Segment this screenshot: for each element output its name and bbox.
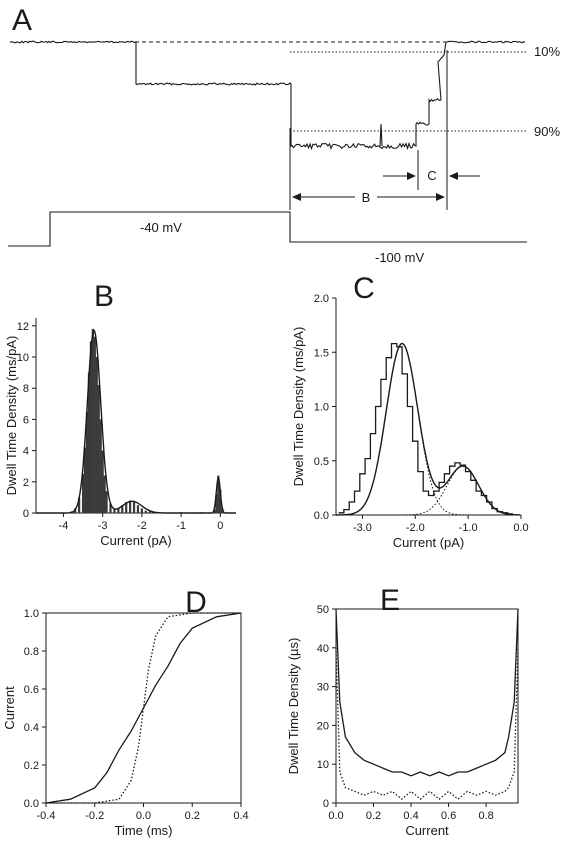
x-axis-label-c: Current (pA) xyxy=(393,535,465,550)
label-10-percent: 10% xyxy=(534,44,560,59)
component-curve-c xyxy=(336,343,520,516)
x-tick-label-b: -3 xyxy=(98,520,108,532)
y-tick-label-d: 0.0 xyxy=(24,798,39,810)
label-b: B xyxy=(362,190,371,205)
current-trace xyxy=(9,40,526,151)
plot-frame-e xyxy=(335,608,519,804)
y-tick-label-e: 40 xyxy=(317,643,329,655)
y-tick-label-c: 0.5 xyxy=(314,456,329,468)
x-tick-label-b: -1 xyxy=(176,520,186,532)
y-tick-label-b: 0 xyxy=(23,508,29,520)
label-b-bg xyxy=(355,189,377,205)
current-spike xyxy=(379,123,383,147)
x-tick-label-b: -4 xyxy=(59,520,69,532)
y-tick-label-c: 0.0 xyxy=(314,510,329,522)
y-tick-label-d: 1.0 xyxy=(24,608,39,620)
x-tick-label-e: 0.8 xyxy=(478,810,493,822)
label-voltage-step: -100 mV xyxy=(375,250,424,265)
voltage-protocol-line xyxy=(8,211,527,247)
x-tick-label-e: 0.4 xyxy=(403,810,418,822)
y-tick-label-b: 2 xyxy=(23,477,29,489)
x-tick-label-b: 0 xyxy=(217,520,223,532)
label-c: C xyxy=(427,168,436,183)
x-tick-label-c: -3.0 xyxy=(353,522,372,534)
y-tick-label-c: 1.0 xyxy=(314,402,329,414)
y-tick-label-b: 12 xyxy=(17,321,29,333)
y-tick-label-c: 2.0 xyxy=(314,293,329,305)
label-voltage-hold: -40 mV xyxy=(140,220,182,235)
x-tick-label-c: -2.0 xyxy=(406,522,425,534)
series-dotted-e xyxy=(335,647,519,800)
y-tick-label-d: 0.2 xyxy=(24,760,39,772)
x-axis-label-d: Time (ms) xyxy=(114,823,172,838)
y-tick-label-e: 30 xyxy=(317,682,329,694)
y-tick-label-e: 0 xyxy=(323,798,329,810)
x-tick-label-e: 0.0 xyxy=(328,810,343,822)
x-tick-label-d: 0.4 xyxy=(233,810,248,822)
y-tick-label-e: 20 xyxy=(317,720,329,732)
x-tick-label-e: 0.6 xyxy=(441,810,456,822)
y-tick-label-d: 0.8 xyxy=(24,646,39,658)
x-tick-label-d: 0.0 xyxy=(136,810,151,822)
panel-letter-b: B xyxy=(94,280,114,313)
y-tick-label-e: 10 xyxy=(317,759,329,771)
y-tick-label-d: 0.6 xyxy=(24,684,39,696)
x-tick-label-c: -1.0 xyxy=(459,522,478,534)
series-solid-e xyxy=(335,608,519,777)
panel-letter-e: E xyxy=(380,584,400,617)
panel-letter-d: D xyxy=(185,586,207,619)
label-90-percent: 90% xyxy=(534,124,560,139)
y-axis-label-b: Dwell Time Density (ms/pA) xyxy=(4,336,19,496)
x-tick-label-e: 0.2 xyxy=(366,810,381,822)
y-tick-label-c: 1.5 xyxy=(314,347,329,359)
y-axis-label-c: Dwell Time Density (ms/pA) xyxy=(291,327,306,487)
x-tick-label-b: -2 xyxy=(137,520,147,532)
y-axis-label-e: Dwell Time Density (µs) xyxy=(286,638,301,775)
x-tick-label-c: 0.0 xyxy=(513,522,528,534)
y-axis-label-d: Current xyxy=(2,686,17,730)
y-tick-label-b: 8 xyxy=(23,383,29,395)
fit-curve-b xyxy=(36,329,236,514)
y-tick-label-b: 10 xyxy=(17,352,29,364)
fit-curve-c xyxy=(336,342,520,516)
x-tick-label-d: -0.2 xyxy=(85,810,104,822)
y-tick-label-b: 4 xyxy=(23,446,29,458)
arrow-b-left-head xyxy=(292,193,301,201)
series-dotted-d xyxy=(46,612,241,804)
y-tick-label-e: 50 xyxy=(317,604,329,616)
arrow-b-right-head xyxy=(436,193,445,201)
x-tick-label-d: -0.4 xyxy=(37,810,56,822)
y-tick-label-d: 0.4 xyxy=(24,722,39,734)
panel-letter-c: C xyxy=(353,272,375,305)
x-axis-label-e: Current xyxy=(405,823,449,838)
y-tick-label-b: 6 xyxy=(23,414,29,426)
x-tick-label-d: 0.2 xyxy=(185,810,200,822)
x-axis-label-b: Current (pA) xyxy=(100,533,172,548)
panel-letter-a: A xyxy=(12,4,32,37)
histogram-steps-c xyxy=(338,342,514,515)
arrow-c-right-head xyxy=(449,172,458,180)
arrow-c-left-head xyxy=(407,172,416,180)
